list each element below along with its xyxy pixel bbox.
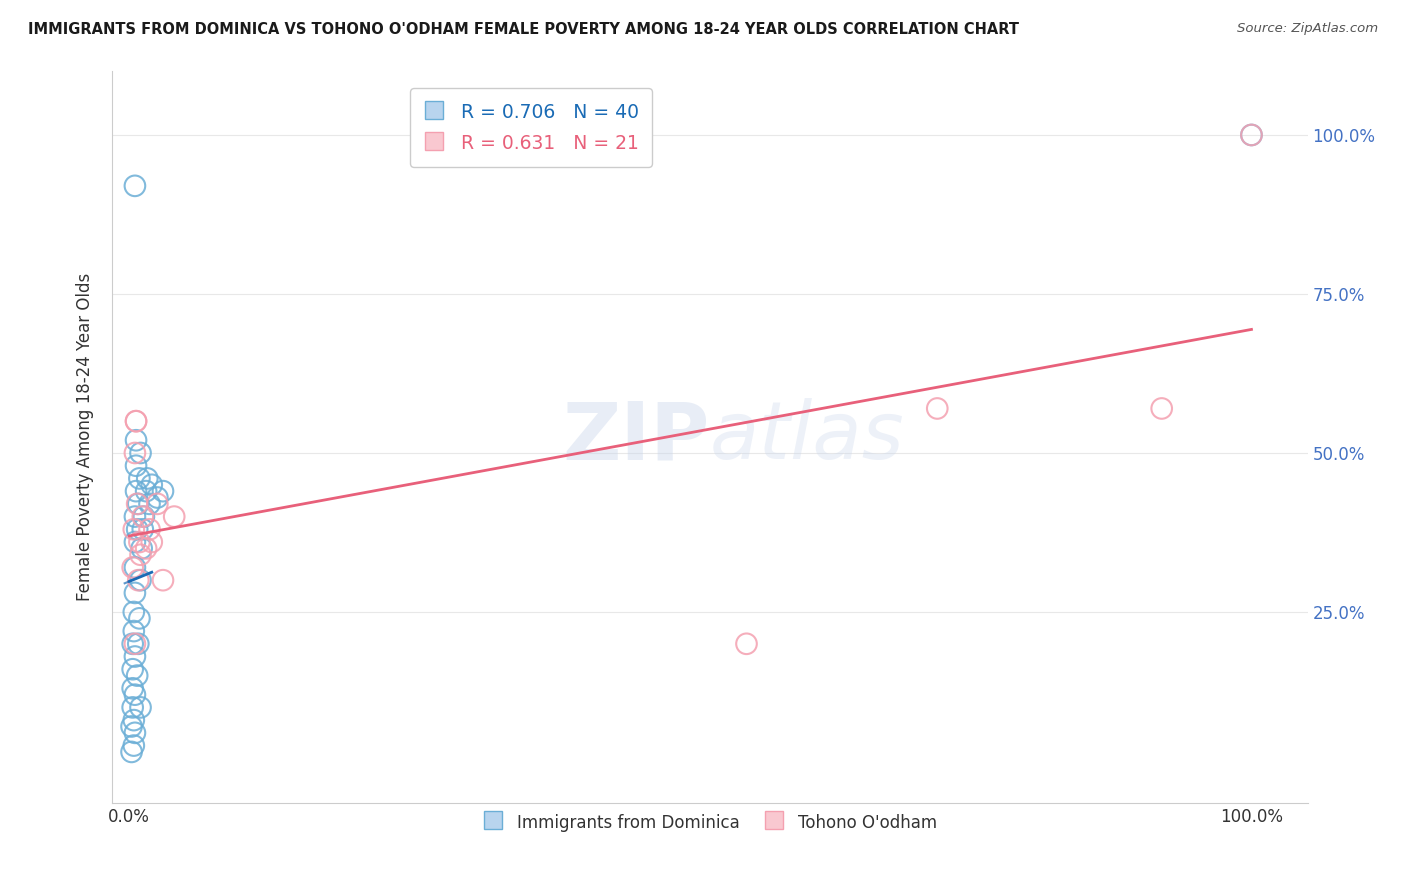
Point <box>735 637 758 651</box>
Point <box>127 497 149 511</box>
Point <box>152 484 174 499</box>
Y-axis label: Female Poverty Among 18-24 Year Olds: Female Poverty Among 18-24 Year Olds <box>76 273 94 601</box>
Point <box>124 560 146 574</box>
Point <box>121 745 143 759</box>
Point <box>141 477 163 491</box>
Point <box>136 471 159 485</box>
Point <box>138 522 160 536</box>
Point <box>125 434 148 448</box>
Point <box>121 700 143 714</box>
Text: IMMIGRANTS FROM DOMINICA VS TOHONO O'ODHAM FEMALE POVERTY AMONG 18-24 YEAR OLDS : IMMIGRANTS FROM DOMINICA VS TOHONO O'ODH… <box>28 22 1019 37</box>
Point <box>1240 128 1263 142</box>
Point <box>125 458 148 473</box>
Point <box>132 522 155 536</box>
Point <box>128 471 150 485</box>
Point <box>125 414 148 428</box>
Point <box>125 484 148 499</box>
Point <box>122 605 145 619</box>
Point <box>124 586 146 600</box>
Point <box>122 739 145 753</box>
Legend: Immigrants from Dominica, Tohono O'odham: Immigrants from Dominica, Tohono O'odham <box>477 805 943 838</box>
Point <box>129 573 152 587</box>
Point <box>927 401 949 416</box>
Point <box>135 541 157 556</box>
Point <box>125 414 148 428</box>
Point <box>127 573 149 587</box>
Point <box>127 522 149 536</box>
Point <box>129 446 152 460</box>
Text: atlas: atlas <box>710 398 905 476</box>
Point <box>122 624 145 638</box>
Point <box>121 560 143 574</box>
Point <box>129 548 152 562</box>
Point <box>124 649 146 664</box>
Point <box>132 509 155 524</box>
Point <box>124 688 146 702</box>
Point <box>152 573 174 587</box>
Point <box>127 637 149 651</box>
Text: ZIP: ZIP <box>562 398 710 476</box>
Point <box>146 491 169 505</box>
Point <box>1240 128 1263 142</box>
Point <box>138 497 160 511</box>
Point <box>128 611 150 625</box>
Point <box>124 509 146 524</box>
Point <box>122 522 145 536</box>
Point <box>124 446 146 460</box>
Point <box>121 662 143 676</box>
Point <box>127 668 149 682</box>
Point <box>128 535 150 549</box>
Point <box>163 509 186 524</box>
Point <box>121 719 143 733</box>
Point <box>131 541 153 556</box>
Text: Source: ZipAtlas.com: Source: ZipAtlas.com <box>1237 22 1378 36</box>
Point <box>127 497 149 511</box>
Point <box>146 497 169 511</box>
Point <box>124 178 146 193</box>
Point <box>135 484 157 499</box>
Point <box>132 509 155 524</box>
Point <box>124 637 146 651</box>
Point <box>129 700 152 714</box>
Point <box>124 535 146 549</box>
Point <box>141 535 163 549</box>
Point <box>122 713 145 727</box>
Point <box>121 681 143 696</box>
Point <box>124 726 146 740</box>
Point <box>1150 401 1173 416</box>
Point <box>121 637 143 651</box>
